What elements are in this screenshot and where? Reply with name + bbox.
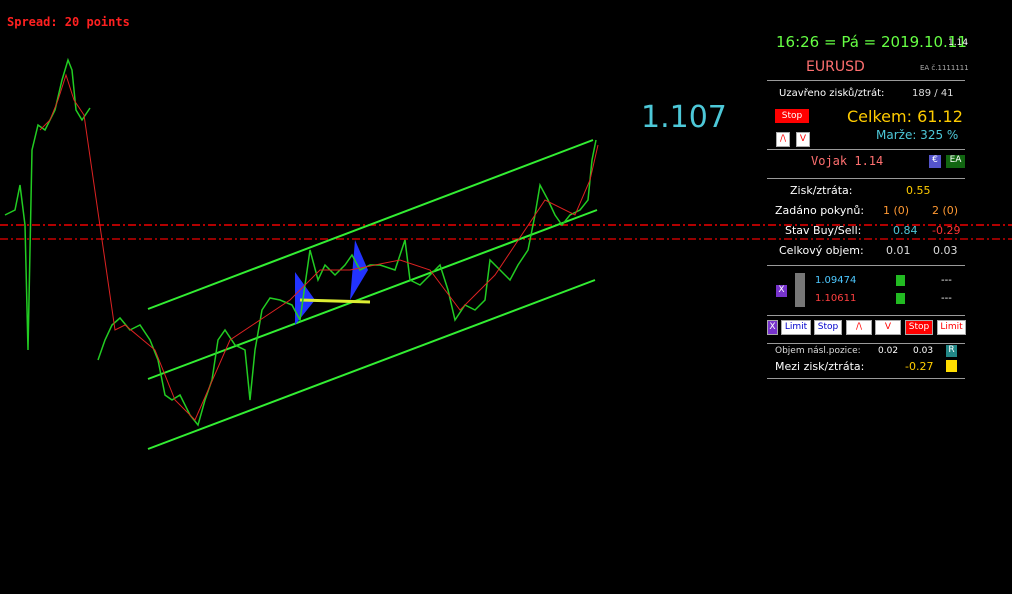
closed-label: Uzavřeno zisků/ztrát: xyxy=(779,88,885,99)
stop-button[interactable]: Stop xyxy=(775,109,809,123)
total: Celkem: 61.12 xyxy=(847,107,963,126)
ea-id: EA č.1111111 xyxy=(920,64,969,72)
close-levels[interactable]: X xyxy=(776,285,787,297)
mid-label: Mezi zisk/ztráta: xyxy=(775,360,865,373)
order-button[interactable]: Limit xyxy=(937,320,966,335)
version: 1.14 xyxy=(948,38,969,48)
mid-value: -0.27 xyxy=(905,360,934,373)
current-price: 1.107 xyxy=(641,100,727,135)
order-button[interactable]: Stop xyxy=(905,320,933,335)
level-toggle[interactable] xyxy=(896,275,905,286)
order-button[interactable]: X xyxy=(767,320,778,335)
channel-line xyxy=(147,209,598,380)
stat-label: Stav Buy/Sell: xyxy=(785,224,862,237)
ea-icon[interactable]: EA xyxy=(946,155,965,168)
level-toggle[interactable] xyxy=(896,293,905,304)
stat-value: 0.03 xyxy=(933,244,958,257)
buy-button[interactable]: /\ xyxy=(776,132,790,147)
separator xyxy=(767,265,965,266)
separator xyxy=(767,178,965,179)
stat-value: -0.29 xyxy=(932,224,961,237)
separator xyxy=(767,80,965,81)
volume-label: Objem násl.pozice: xyxy=(775,346,861,356)
stat-value: 1 (0) xyxy=(883,204,910,217)
symbol: EURUSD xyxy=(806,59,865,75)
mid-button[interactable] xyxy=(946,360,957,372)
order-button[interactable]: Limit xyxy=(781,320,811,335)
pattern-line xyxy=(299,298,371,304)
reset-button[interactable]: R xyxy=(946,345,957,357)
volume-buy: 0.02 xyxy=(878,346,899,356)
stat-value: 2 (0) xyxy=(932,204,959,217)
stat-label: Zisk/ztráta: xyxy=(790,184,853,197)
order-button[interactable]: /\ xyxy=(846,320,872,335)
channel-line xyxy=(147,139,594,310)
expert-name: Vojak 1.14 xyxy=(811,154,884,168)
price-line xyxy=(4,57,91,351)
stat-value: 0.55 xyxy=(906,184,931,197)
datetime: 16:26 = Pá = 2019.10.11 xyxy=(776,33,967,51)
pattern xyxy=(350,240,368,300)
margin: Marže: 325 % xyxy=(876,128,959,142)
stat-value: 0.84 xyxy=(893,224,918,237)
closed-value: 189 / 41 xyxy=(912,88,954,99)
stat-value: 0.01 xyxy=(886,244,911,257)
level-status: --- xyxy=(941,275,952,286)
euro-icon[interactable]: € xyxy=(929,155,941,168)
pattern xyxy=(295,272,315,325)
separator xyxy=(767,378,965,379)
level-bar xyxy=(795,273,805,307)
spread: Spread: 20 points xyxy=(7,15,130,29)
level-sell: 1.10611 xyxy=(815,293,857,304)
price-line xyxy=(97,139,597,427)
order-button[interactable]: V xyxy=(875,320,901,335)
stat-label: Zadáno pokynů: xyxy=(775,204,865,217)
order-button[interactable]: Stop xyxy=(814,320,842,335)
channel-line xyxy=(147,279,596,450)
separator xyxy=(767,149,965,150)
sell-button[interactable]: V xyxy=(796,132,810,147)
price-line xyxy=(39,73,599,421)
separator xyxy=(767,343,965,344)
volume-sell: 0.03 xyxy=(913,346,934,356)
stat-label: Celkový objem: xyxy=(779,244,864,257)
level-status: --- xyxy=(941,293,952,304)
level-buy: 1.09474 xyxy=(815,275,857,286)
separator xyxy=(767,315,965,316)
